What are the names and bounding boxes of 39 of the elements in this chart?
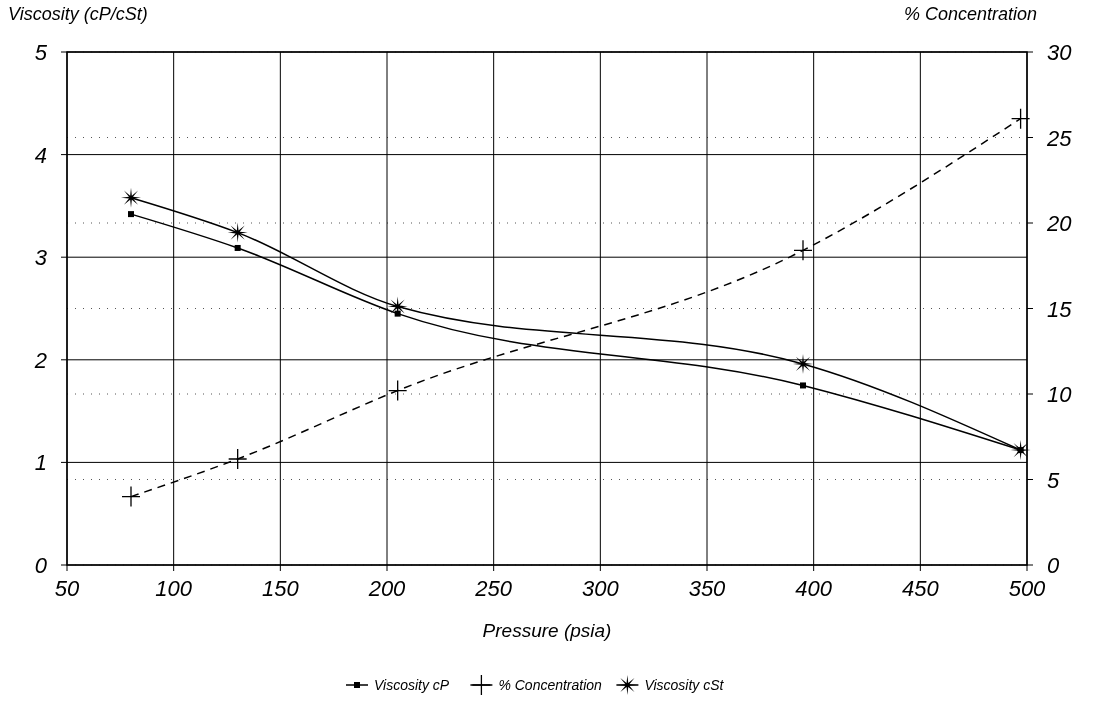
y2-tick-label: 30 [1047, 40, 1073, 65]
y2-tick-label: 0 [1047, 553, 1060, 578]
point [234, 244, 241, 251]
y2-tick-label: 10 [1047, 382, 1073, 407]
legend-label: Viscosity cP [374, 677, 450, 693]
x-tick-label: 350 [688, 576, 727, 601]
y2-tick-label: 5 [1047, 467, 1060, 493]
point [793, 239, 813, 262]
point [227, 222, 248, 243]
x-tick-label: 400 [795, 576, 833, 601]
x-tick-label: 500 [1008, 576, 1047, 601]
x-tick-label: 100 [155, 576, 193, 601]
y2-tick-label: 20 [1046, 211, 1073, 236]
point [388, 379, 408, 402]
legend-label: Viscosity cSt [644, 677, 725, 693]
x-tick-label: 250 [474, 576, 513, 601]
x-axis-title: Pressure (psia) [482, 620, 612, 641]
y2-axis-title: % Concentration [903, 4, 1037, 24]
y-tick-label: 4 [34, 142, 47, 168]
point [228, 448, 248, 470]
legend-label: % Concentration [498, 677, 603, 693]
y-tick-label: 2 [33, 347, 47, 373]
x-tick-label: 150 [261, 576, 300, 601]
point [1010, 108, 1031, 130]
x-tick-label: 450 [901, 576, 940, 601]
y-tick-label: 0 [34, 553, 48, 578]
x-tick-label: 200 [367, 576, 407, 601]
point [121, 485, 141, 508]
x-tick-label: 50 [54, 576, 80, 601]
x-tick-label: 300 [581, 576, 620, 601]
y-tick-label: 5 [34, 40, 48, 65]
y2-tick-label: 15 [1047, 296, 1073, 322]
y-axis-title: Viscosity (cP/cSt) [8, 4, 148, 24]
point [387, 296, 408, 317]
point [128, 211, 134, 218]
y-tick-label: 1 [34, 450, 47, 476]
y2-tick-label: 25 [1046, 125, 1073, 151]
point [800, 382, 806, 389]
y-tick-label: 3 [34, 245, 48, 271]
